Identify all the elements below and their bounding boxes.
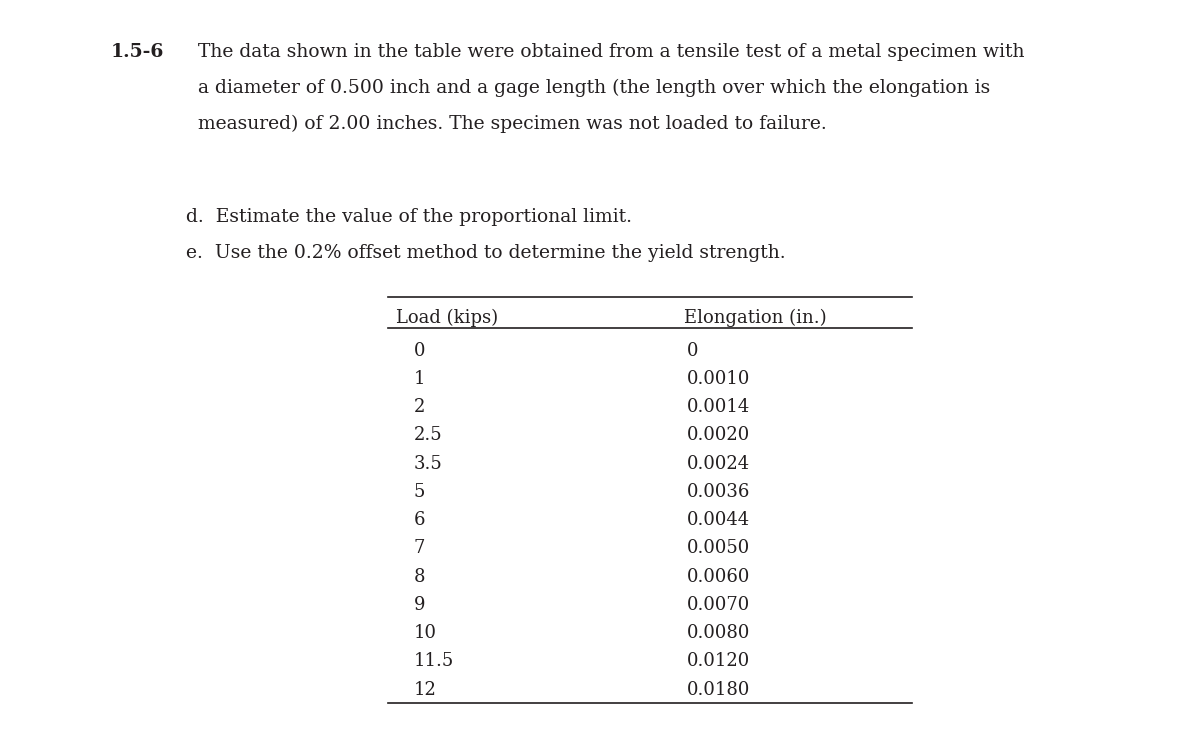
- Text: 9: 9: [414, 596, 426, 614]
- Text: 0.0120: 0.0120: [686, 652, 750, 670]
- Text: Load (kips): Load (kips): [396, 308, 498, 327]
- Text: 0.0044: 0.0044: [686, 511, 750, 529]
- Text: 2: 2: [414, 398, 425, 416]
- Text: 0: 0: [414, 342, 426, 360]
- Text: 7: 7: [414, 539, 425, 557]
- Text: 10: 10: [414, 624, 437, 642]
- Text: 0.0180: 0.0180: [686, 681, 750, 698]
- Text: d.  Estimate the value of the proportional limit.: d. Estimate the value of the proportiona…: [186, 208, 632, 226]
- Text: 0.0080: 0.0080: [686, 624, 750, 642]
- Text: measured) of 2.00 inches. The specimen was not loaded to failure.: measured) of 2.00 inches. The specimen w…: [198, 114, 827, 133]
- Text: 0.0070: 0.0070: [686, 596, 750, 614]
- Text: 3.5: 3.5: [414, 455, 443, 473]
- Text: 0.0020: 0.0020: [686, 426, 750, 444]
- Text: 1.5-6: 1.5-6: [110, 43, 163, 61]
- Text: 0.0010: 0.0010: [686, 370, 750, 388]
- Text: 0.0050: 0.0050: [686, 539, 750, 557]
- Text: 12: 12: [414, 681, 437, 698]
- Text: 2.5: 2.5: [414, 426, 443, 444]
- Text: 0.0014: 0.0014: [686, 398, 750, 416]
- Text: 0.0060: 0.0060: [686, 568, 750, 585]
- Text: 1: 1: [414, 370, 426, 388]
- Text: 11.5: 11.5: [414, 652, 455, 670]
- Text: 5: 5: [414, 483, 425, 501]
- Text: a diameter of 0.500 inch and a gage length (the length over which the elongation: a diameter of 0.500 inch and a gage leng…: [198, 79, 990, 97]
- Text: The data shown in the table were obtained from a tensile test of a metal specime: The data shown in the table were obtaine…: [198, 43, 1025, 61]
- Text: Elongation (in.): Elongation (in.): [684, 308, 827, 327]
- Text: 0.0036: 0.0036: [686, 483, 750, 501]
- Text: e.  Use the 0.2% offset method to determine the yield strength.: e. Use the 0.2% offset method to determi…: [186, 244, 786, 262]
- Text: 0: 0: [686, 342, 698, 360]
- Text: 0.0024: 0.0024: [686, 455, 750, 473]
- Text: 6: 6: [414, 511, 426, 529]
- Text: 8: 8: [414, 568, 426, 585]
